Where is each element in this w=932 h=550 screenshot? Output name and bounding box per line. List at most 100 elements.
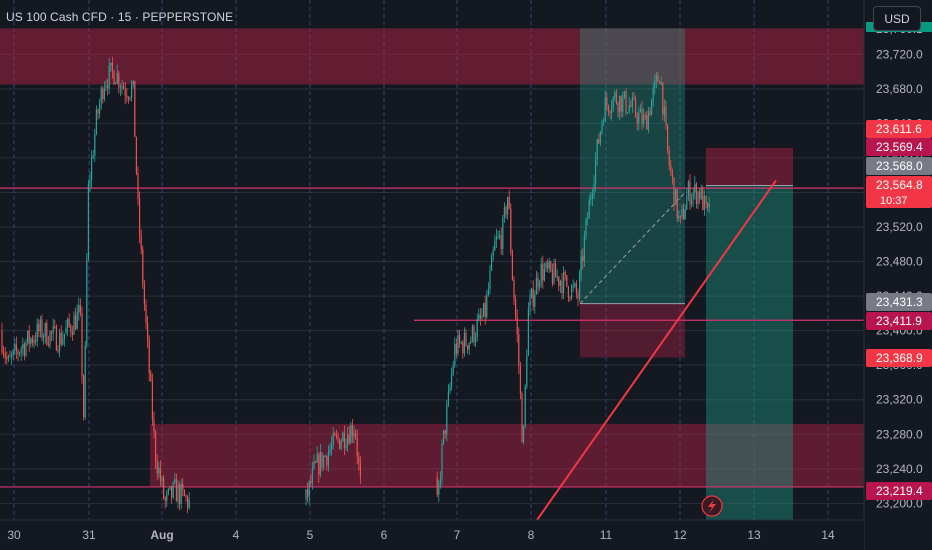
candle (439, 478, 441, 483)
candle (655, 75, 657, 81)
price-label: 23,368.9 (876, 351, 923, 365)
candle (689, 181, 691, 205)
candle (443, 430, 445, 444)
candle (635, 99, 637, 116)
candle (663, 106, 665, 115)
candle (606, 97, 608, 106)
candle (500, 235, 502, 249)
candle (150, 373, 152, 382)
candle (537, 277, 539, 288)
candle (484, 302, 486, 317)
candle (622, 97, 624, 112)
price-label-badge (866, 176, 932, 208)
candle (483, 302, 485, 317)
candle (36, 323, 38, 342)
price-label-badge (866, 138, 932, 156)
candle (57, 350, 59, 352)
candle (188, 499, 190, 508)
candle (343, 432, 345, 448)
candle (326, 456, 328, 466)
candle (516, 316, 518, 335)
long-progress-line (579, 192, 686, 304)
candle (25, 342, 27, 356)
candle (155, 431, 157, 463)
candle (119, 87, 121, 89)
candle (460, 342, 462, 344)
candle (319, 452, 321, 475)
candle (702, 187, 704, 211)
candle (636, 115, 638, 124)
candle (609, 112, 611, 114)
candle (705, 195, 707, 204)
x-tick-label: 14 (821, 528, 835, 542)
candle (601, 122, 603, 132)
candle (462, 342, 464, 354)
candle (84, 345, 86, 418)
candle (179, 484, 181, 505)
candle (614, 92, 616, 98)
candle (598, 139, 600, 144)
candle (649, 111, 651, 116)
candle (561, 280, 563, 294)
candle (545, 262, 547, 270)
alert-lightning-icon (708, 499, 716, 513)
currency-button[interactable]: USD (873, 6, 921, 31)
candle (491, 256, 493, 271)
candle (334, 433, 336, 436)
candle (115, 82, 117, 85)
candle (110, 62, 112, 66)
candle (62, 338, 64, 345)
candle (643, 115, 645, 124)
candle (1, 330, 3, 353)
x-tick-label: 31 (82, 528, 96, 542)
candle (43, 336, 45, 338)
candle (675, 189, 677, 206)
candle (73, 315, 75, 335)
candle (131, 85, 133, 98)
candle (11, 355, 13, 357)
y-tick-label: 23,240.0 (876, 462, 923, 476)
candle (137, 173, 139, 199)
candle (513, 280, 515, 300)
candle (75, 315, 77, 330)
x-axis-ticks: 30 31 Aug 4 5 6 7 8 11 12 13 14 (7, 528, 835, 542)
candle (455, 344, 457, 354)
candle (502, 217, 504, 249)
candle (585, 218, 587, 236)
candle (459, 334, 461, 343)
candle (7, 356, 9, 359)
candle (139, 198, 141, 236)
candle (529, 297, 531, 309)
candle (86, 259, 88, 346)
candle (641, 108, 643, 124)
y-tick-label: 23,720.0 (876, 47, 923, 61)
candle (89, 180, 91, 184)
candle (134, 80, 136, 138)
candle (169, 485, 171, 490)
candle (556, 276, 558, 278)
candle (691, 198, 693, 205)
candle (28, 330, 30, 345)
candle (604, 97, 606, 122)
candle (487, 288, 489, 296)
candle (695, 184, 697, 205)
candle (161, 478, 163, 482)
candle (683, 208, 685, 220)
candle (671, 171, 673, 178)
candle (572, 285, 574, 287)
candle (103, 87, 105, 99)
candle (108, 65, 110, 89)
candle (457, 334, 459, 354)
candle (311, 468, 313, 484)
candle (70, 325, 72, 333)
candle (659, 81, 661, 84)
candle (94, 133, 96, 156)
candle (507, 197, 509, 215)
candle (553, 263, 555, 284)
candle (9, 356, 11, 358)
candle (566, 274, 568, 287)
candle (583, 235, 585, 262)
candle (126, 95, 128, 98)
